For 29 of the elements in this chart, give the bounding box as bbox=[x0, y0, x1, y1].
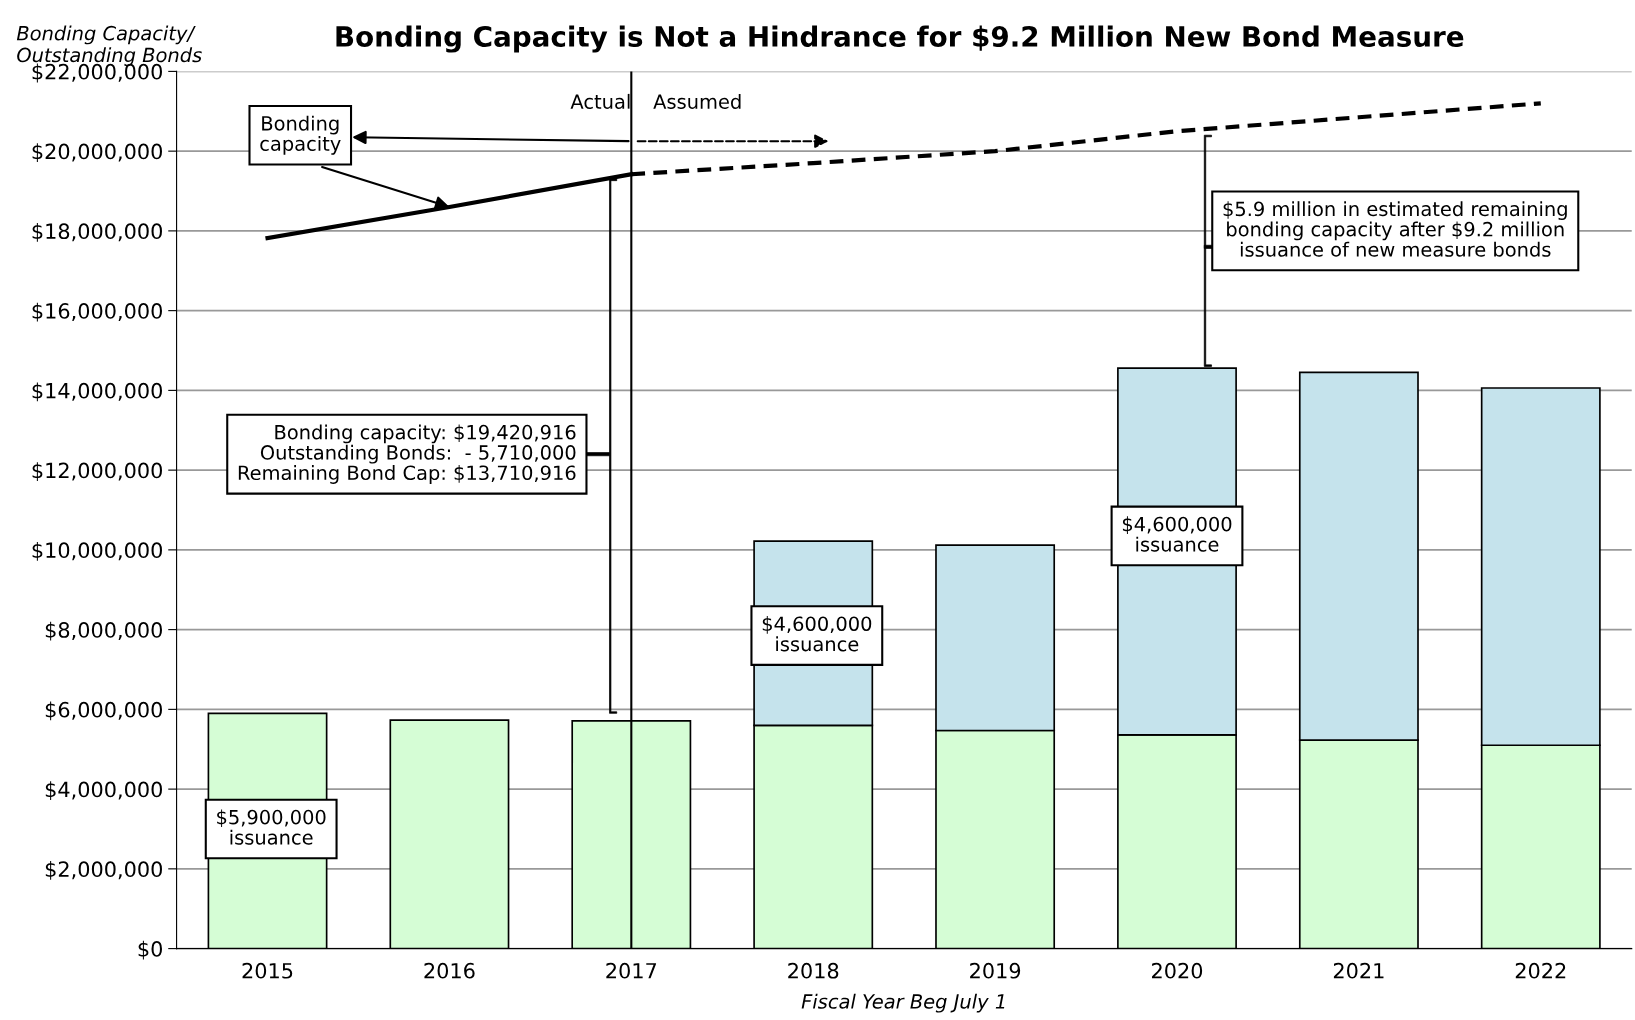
y-tick-label: $0 bbox=[138, 940, 162, 960]
x-tick-label: 2020 bbox=[1152, 962, 1203, 979]
annotation: Bonding capacity: $19,420,916 Outstanding Bonds: - 5,710,000 Remaining Bond Cap: $13,710,916 bbox=[238, 424, 576, 484]
y-tick-label: $2,000,000 bbox=[45, 860, 162, 880]
x-axis-title: Fiscal Year Beg July 1 bbox=[801, 993, 1005, 1013]
y-tick-label: $14,000,000 bbox=[32, 382, 162, 402]
y-tick-label: $18,000,000 bbox=[32, 222, 162, 242]
x-tick-label: 2015 bbox=[242, 962, 293, 979]
annotation: $4,600,000 issuance bbox=[1122, 516, 1232, 552]
chart-title: Bonding Capacity is Not a Hindrance for $9.2 Million New Bond Measure bbox=[336, 25, 1464, 53]
x-tick-label: 2021 bbox=[1333, 962, 1384, 979]
y-tick-label: $4,000,000 bbox=[45, 781, 162, 801]
y-tick-label: $6,000,000 bbox=[45, 701, 162, 721]
y-tick-label: $12,000,000 bbox=[32, 462, 162, 482]
x-tick-label: 2017 bbox=[606, 962, 657, 979]
y-tick-label: $8,000,000 bbox=[45, 621, 162, 641]
x-tick-label: 2022 bbox=[1515, 962, 1566, 979]
x-tick-label: 2016 bbox=[424, 962, 475, 979]
annotation: $4,600,000 issuance bbox=[762, 616, 872, 652]
annotation: $5,900,000 issuance bbox=[217, 809, 326, 845]
annotation: Bonding capacity bbox=[260, 115, 341, 155]
x-tick-label: 2019 bbox=[970, 962, 1021, 979]
y-tick-label: $10,000,000 bbox=[32, 541, 162, 561]
y-tick-label: $20,000,000 bbox=[32, 143, 162, 163]
annotation: Assumed bbox=[653, 93, 741, 109]
annotation: Actual bbox=[570, 93, 630, 109]
x-tick-label: 2018 bbox=[788, 962, 839, 979]
annotation: $5.9 million in estimated remaining bonding capacity after $9.2 million issuance of new measure bonds bbox=[1223, 201, 1567, 257]
y-tick-label: $16,000,000 bbox=[32, 302, 162, 322]
